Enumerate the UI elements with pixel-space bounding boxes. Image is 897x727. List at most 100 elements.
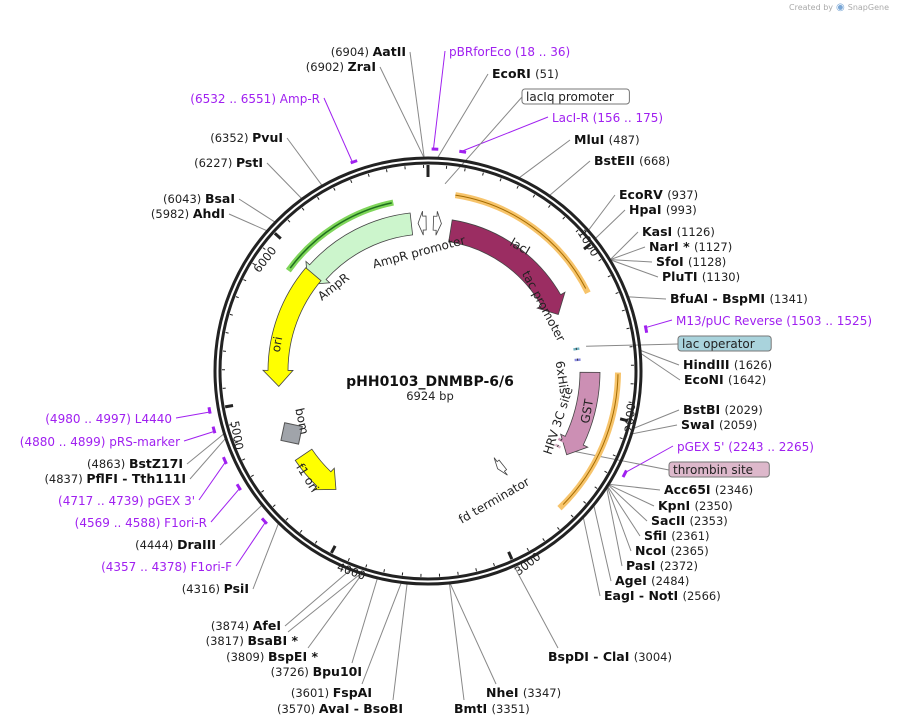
plasmid-length: 6924 bp xyxy=(406,389,454,403)
enzyme-site-bsteii[interactable]: BstEII (668) xyxy=(594,153,670,168)
enzyme-site-kpni[interactable]: KpnI (2350) xyxy=(658,498,733,513)
primer-leader-line xyxy=(625,445,674,473)
enzyme-site-sacii[interactable]: SacII (2353) xyxy=(651,513,728,528)
enzyme-leader-line xyxy=(606,488,623,567)
enzyme-leader-line xyxy=(628,296,667,300)
enzyme-name: SfiI xyxy=(644,528,671,543)
primer-l4440[interactable]: (4980 .. 4997) L4440 xyxy=(45,412,172,426)
enzyme-name: HindIII xyxy=(683,357,734,372)
tick-mark xyxy=(347,557,350,562)
tick-mark xyxy=(548,204,551,208)
enzyme-site-bsai[interactable]: (6043) BsaI xyxy=(163,191,235,206)
tick-mark xyxy=(482,172,484,176)
primer-pbrforeco[interactable]: pBRforEco (18 .. 36) xyxy=(449,45,570,59)
enzyme-site-aatii[interactable]: (6904) AatII xyxy=(331,44,406,59)
enzyme-position: (2484) xyxy=(651,574,689,588)
enzyme-site-psii[interactable]: (4316) PsiI xyxy=(182,581,249,596)
tick-mark xyxy=(493,562,495,567)
enzyme-site-afei[interactable]: (3874) AfeI xyxy=(211,618,281,633)
enzyme-site-pvui[interactable]: (6352) PvuI xyxy=(210,130,283,145)
enzyme-site-bstbi[interactable]: BstBI (2029) xyxy=(683,402,763,417)
enzyme-site-kasi[interactable]: KasI (1126) xyxy=(642,224,715,239)
enzyme-site-sfoi[interactable]: SfoI (1128) xyxy=(656,254,726,269)
enzyme-position: (3874) xyxy=(211,619,253,633)
enzyme-site-mlui[interactable]: MluI (487) xyxy=(574,132,640,147)
feature-box-laciq-promoter[interactable]: lacIq promoter xyxy=(521,88,630,105)
enzyme-position: (2353) xyxy=(690,514,728,528)
ori-label: ori xyxy=(269,335,285,353)
enzyme-position: (1127) xyxy=(694,240,732,254)
primer-prs-marker[interactable]: (4880 .. 4899) pRS-marker xyxy=(20,435,180,449)
primer-pgex-3[interactable]: (4717 .. 4739) pGEX 3' xyxy=(58,494,195,508)
enzyme-site-avai-bsobi[interactable]: (3570) AvaI - BsoBI xyxy=(277,701,403,716)
enzyme-site-bspdi-clai[interactable]: BspDI - ClaI (3004) xyxy=(548,649,672,664)
tick-mark xyxy=(621,309,625,312)
tick-mark xyxy=(612,454,616,457)
feature-box-lac-operator[interactable]: lac operator xyxy=(677,335,772,352)
enzyme-site-pluti[interactable]: PluTI (1130) xyxy=(662,269,740,284)
enzyme-position: (3726) xyxy=(271,665,313,679)
enzyme-leader-line xyxy=(641,353,681,381)
enzyme-site-bpu10i[interactable]: (3726) Bpu10I xyxy=(271,664,362,679)
tac-promoter-arrow xyxy=(432,211,442,236)
tick-mark xyxy=(261,490,265,493)
feature-box-label: thrombin site xyxy=(673,463,753,477)
primer-m13-puc-reverse[interactable]: M13/pUC Reverse (1503 .. 1525) xyxy=(676,314,872,328)
enzyme-site-bstz17i[interactable]: (4863) BstZ17I xyxy=(87,456,183,471)
enzyme-leader-line xyxy=(307,574,363,649)
enzyme-name: PasI xyxy=(626,558,660,573)
tick-mark xyxy=(224,404,234,409)
enzyme-site-bsabi[interactable]: (3817) BsaBI * xyxy=(206,633,299,648)
enzyme-site-draiii[interactable]: (4444) DraIII xyxy=(135,537,216,552)
enzyme-site-acc65i[interactable]: Acc65I (2346) xyxy=(664,482,753,497)
feature-box-thrombin-site[interactable]: thrombin site xyxy=(668,461,770,478)
enzyme-site-bfuai-bspmi[interactable]: BfuAI - BspMI (1341) xyxy=(670,291,808,306)
tick-mark xyxy=(619,417,629,423)
enzyme-site-bspei[interactable]: (3809) BspEI * xyxy=(226,649,318,664)
enzyme-site-econi[interactable]: EcoNI (1642) xyxy=(684,372,766,387)
enzyme-site-swai[interactable]: SwaI (2059) xyxy=(681,417,757,432)
primer-f1ori-f[interactable]: (4357 .. 4378) F1ori-F xyxy=(101,560,232,574)
tick-mark xyxy=(532,194,536,198)
enzyme-name: DraIII xyxy=(177,537,216,552)
enzyme-name: BfuAI - BspMI xyxy=(670,291,769,306)
enzyme-site-nari[interactable]: NarI * (1127) xyxy=(649,239,732,254)
enzyme-site-hindiii[interactable]: HindIII (1626) xyxy=(683,357,772,372)
enzyme-site-fspai[interactable]: (3601) FspAI xyxy=(291,685,372,700)
primer-mark-f1ori-f xyxy=(260,517,268,525)
tick-mark xyxy=(285,517,289,521)
tick-mark xyxy=(235,296,239,299)
ampr-promoter-arrow xyxy=(417,210,427,236)
enzyme-site-sfii[interactable]: SfiI (2361) xyxy=(644,528,710,543)
features-layer xyxy=(207,147,649,525)
enzyme-site-hpai[interactable]: HpaI (993) xyxy=(629,202,697,217)
enzyme-site-agei[interactable]: AgeI (2484) xyxy=(615,573,689,588)
tick-mark xyxy=(273,232,282,240)
tick-label-5000: 5000 xyxy=(228,420,247,451)
ori-arrow xyxy=(262,267,322,387)
enzyme-site-ahdi[interactable]: (5982) AhdI xyxy=(151,206,225,221)
enzyme-site-eagi-noti[interactable]: EagI - NotI (2566) xyxy=(604,588,721,603)
enzyme-position: (6904) xyxy=(331,45,373,59)
primer-laci-r[interactable]: LacI-R (156 .. 175) xyxy=(552,111,663,125)
enzyme-site-ncoi[interactable]: NcoI (2365) xyxy=(635,543,709,558)
enzyme-position: (51) xyxy=(535,67,559,81)
enzyme-site-ecori[interactable]: EcoRI (51) xyxy=(492,66,559,81)
enzyme-site-pasi[interactable]: PasI (2372) xyxy=(626,558,698,573)
tick-mark xyxy=(385,169,388,173)
primer-f1ori-r[interactable]: (4569 .. 4588) F1ori-R xyxy=(75,516,207,530)
tick-mark xyxy=(570,514,574,518)
enzyme-position: (4444) xyxy=(135,538,177,552)
enzyme-site-psti[interactable]: (6227) PstI xyxy=(194,155,263,170)
enzyme-site-zrai[interactable]: (6902) ZraI xyxy=(306,59,376,74)
tick-mark xyxy=(499,178,502,182)
primer-amp-r[interactable]: (6532 .. 6551) Amp-R xyxy=(190,92,320,106)
enzyme-leader-line xyxy=(286,137,323,186)
primer-pgex-5[interactable]: pGEX 5' (2243 .. 2265) xyxy=(677,440,814,454)
enzyme-site-pflfi-tth111i[interactable]: (4837) PflFI - Tth111I xyxy=(44,471,186,486)
enzyme-site-bmti[interactable]: BmtI (3351) xyxy=(454,701,530,716)
tick-mark xyxy=(607,275,611,278)
enzyme-site-nhei[interactable]: NheI (3347) xyxy=(486,685,561,700)
tick-mark xyxy=(464,168,466,172)
enzyme-site-ecorv[interactable]: EcoRV (937) xyxy=(619,187,698,202)
